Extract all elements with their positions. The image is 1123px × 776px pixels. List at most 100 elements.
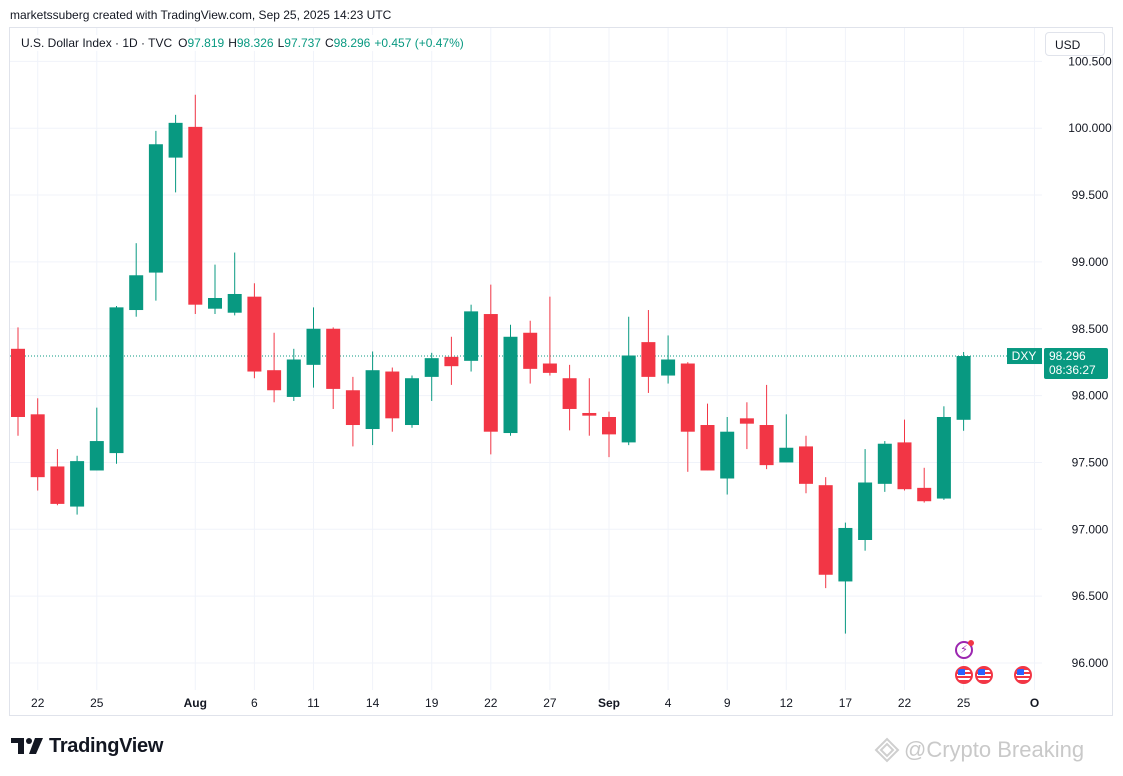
ticker-tag: DXY — [1012, 349, 1037, 363]
candle — [365, 351, 380, 446]
candle — [523, 320, 538, 384]
candle-body — [267, 370, 282, 391]
candle — [286, 348, 301, 401]
high-value: 98.326 — [236, 36, 274, 50]
candle-body — [523, 332, 538, 369]
y-tick-label: 99.000 — [1072, 255, 1109, 269]
y-tick-label: 100.000 — [1068, 121, 1112, 135]
candle-body — [720, 431, 735, 479]
candle — [503, 324, 518, 436]
candle — [838, 522, 853, 634]
candle-body — [50, 466, 65, 504]
candle — [936, 406, 951, 500]
candle — [148, 130, 163, 301]
us-flag-icon[interactable] — [975, 666, 993, 684]
candle — [89, 407, 104, 471]
currency-button[interactable]: USD — [1045, 32, 1105, 56]
close-value: 98.296 — [333, 36, 371, 50]
candle — [897, 419, 912, 491]
chart-caption: marketssuberg created with TradingView.c… — [10, 8, 392, 22]
candle-body — [897, 442, 912, 490]
time-axis[interactable]: 22 25 Aug 6 11 14 19 22 27 Sep 4 9 12 17 22 25 O — [31, 696, 1039, 710]
candle-body — [70, 461, 85, 507]
y-tick-label: 99.500 — [1072, 188, 1109, 202]
candle — [720, 416, 735, 495]
candle-body — [700, 425, 715, 471]
open-label: O — [178, 36, 188, 50]
candles — [11, 94, 971, 634]
ohlc-legend: U.S. Dollar Index · 1D · TVC O97.819 H98.3… — [18, 35, 471, 51]
price-axis[interactable]: 100.500 100.000 99.500 99.000 98.500 98.000 97… — [1068, 54, 1112, 670]
candle-body — [542, 363, 557, 373]
x-tick-label: 6 — [251, 696, 258, 710]
candle-body — [503, 336, 518, 434]
candle-body — [168, 122, 183, 158]
candle-body — [405, 378, 419, 426]
candle-body — [739, 418, 754, 424]
y-tick-label: 96.000 — [1072, 656, 1109, 670]
y-tick-label: 98.500 — [1072, 322, 1109, 336]
x-tick-label: 19 — [425, 696, 439, 710]
candle — [208, 264, 222, 315]
watermark-text: @Crypto Breaking — [904, 737, 1085, 762]
symbol-title[interactable]: U.S. Dollar Index · 1D · TVC — [21, 36, 173, 50]
candle — [917, 467, 932, 503]
high-label: H — [228, 36, 237, 50]
x-tick-label: 22 — [31, 696, 45, 710]
candle — [700, 403, 715, 471]
x-tick-label: 17 — [839, 696, 853, 710]
candle-body — [562, 378, 577, 409]
candle — [129, 243, 144, 317]
us-flag-icon[interactable] — [955, 666, 973, 684]
candle — [739, 402, 754, 450]
last-price-tag: DXY 98.296 08:36:27 — [1007, 348, 1108, 380]
candle — [602, 411, 616, 458]
x-tick-label: 27 — [543, 696, 557, 710]
candle — [247, 283, 262, 379]
candle — [956, 352, 971, 431]
candle — [405, 375, 419, 428]
candle — [267, 332, 282, 403]
candle-body — [11, 348, 25, 417]
candle-body — [680, 363, 695, 432]
candle — [661, 335, 676, 384]
x-tick-label: 12 — [780, 696, 794, 710]
candle-body — [483, 314, 498, 432]
low-label: L — [277, 36, 285, 50]
change-value: +0.457 (+0.47%) — [374, 36, 464, 50]
candle-body — [936, 416, 951, 499]
candle-body — [424, 358, 439, 377]
x-tick-label: 25 — [957, 696, 971, 710]
candle — [542, 296, 557, 376]
us-flag-icon[interactable] — [1014, 666, 1032, 684]
candle-body — [779, 447, 794, 463]
chart-panel[interactable]: 100.500 100.000 99.500 99.000 98.500 98.000 97… — [9, 27, 1113, 716]
y-tick-label: 100.500 — [1068, 54, 1112, 68]
candle — [877, 441, 892, 492]
candle-body — [365, 370, 380, 430]
candle-body — [148, 144, 163, 273]
candle-body — [306, 328, 321, 365]
candle — [306, 307, 321, 388]
ticker-tag-bg — [1007, 348, 1042, 365]
lightning-icon[interactable]: ⚡ — [955, 640, 974, 659]
candle-body — [661, 359, 676, 376]
tradingview-logo-icon — [11, 738, 43, 754]
candle-body — [641, 342, 656, 377]
candle — [109, 306, 124, 464]
price-tag-bg — [1044, 348, 1108, 380]
tradingview-logo[interactable]: TradingView — [11, 735, 163, 757]
candle-body — [286, 359, 301, 397]
candlestick-chart[interactable]: 100.500 100.000 99.500 99.000 98.500 98.000 97… — [10, 28, 1113, 716]
y-tick-label: 97.000 — [1072, 522, 1109, 536]
candle — [70, 455, 85, 515]
candle-body — [582, 412, 597, 416]
candle — [464, 304, 479, 372]
x-tick-label: 22 — [898, 696, 912, 710]
candle-body — [818, 485, 833, 575]
candle — [858, 449, 873, 551]
x-tick-label: 22 — [484, 696, 498, 710]
low-value: 97.737 — [284, 36, 321, 50]
candle-body — [109, 307, 124, 454]
candle — [50, 449, 65, 506]
